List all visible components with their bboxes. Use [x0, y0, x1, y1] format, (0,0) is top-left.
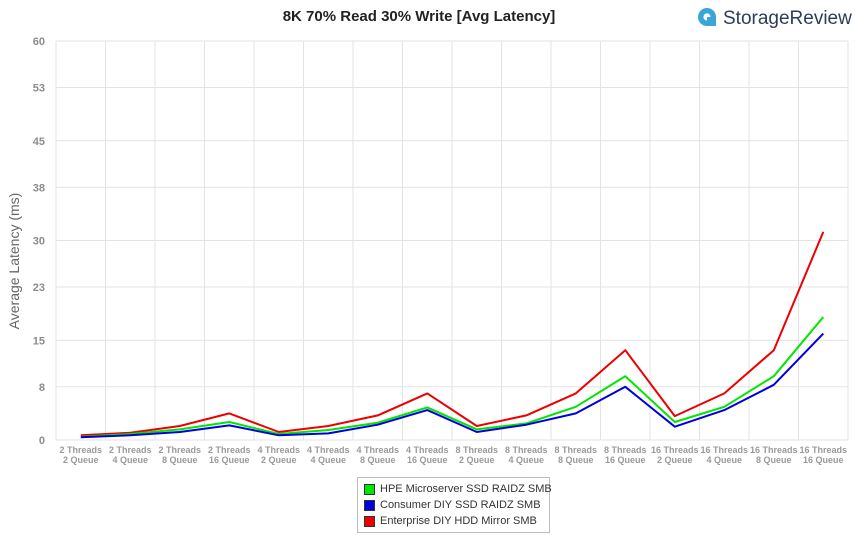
legend-swatch-hpe [364, 483, 375, 495]
series-line-2 [80, 231, 825, 437]
x-tick-label: 4 Threads 4 Queue [307, 445, 350, 465]
brand-name: StorageReview [723, 8, 852, 29]
y-tick-label: 23 [33, 282, 45, 294]
x-tick-label: 2 Threads 2 Queue [59, 445, 102, 465]
series-lines [80, 231, 825, 439]
x-tick-label: 4 Threads 2 Queue [257, 445, 300, 465]
series-line-0 [80, 316, 825, 438]
x-tick-label: 2 Threads 4 Queue [109, 445, 152, 465]
storagereview-logo-icon [698, 8, 716, 26]
legend-label-hpe: HPE Microserver SSD RAIDZ SMB [380, 483, 552, 495]
legend-swatch-consumer [364, 499, 375, 511]
y-tick-label: 8 [39, 382, 45, 394]
chart-title: 8K 70% Read 30% Write [Avg Latency] [283, 8, 556, 25]
legend-item-consumer[interactable]: Consumer DIY SSD RAIDZ SMB [364, 497, 543, 513]
y-tick-label: 60 [33, 36, 45, 48]
y-axis-ticks: 0 8 15 23 30 38 45 53 60 [33, 36, 45, 447]
legend-swatch-enterprise [364, 515, 375, 527]
x-tick-label: 8 Threads 16 Queue [604, 445, 647, 465]
legend-item-hpe[interactable]: HPE Microserver SSD RAIDZ SMB [364, 481, 552, 497]
y-axis-label: Average Latency (ms) [6, 193, 22, 330]
x-tick-label: 2 Threads 16 Queue [208, 445, 251, 465]
x-tick-label: 16 Threads 16 Queue [799, 445, 847, 465]
y-tick-label: 30 [33, 236, 45, 248]
x-tick-label: 16 Threads 2 Queue [651, 445, 699, 465]
x-tick-label: 2 Threads 8 Queue [158, 445, 201, 465]
y-tick-label: 53 [33, 83, 45, 95]
x-tick-label: 8 Threads 4 Queue [505, 445, 548, 465]
x-tick-label: 4 Threads 8 Queue [356, 445, 399, 465]
legend-item-enterprise[interactable]: Enterprise DIY HDD Mirror SMB [364, 513, 543, 529]
y-tick-label: 15 [33, 335, 45, 347]
x-axis-ticks: 2 Threads 2 Queue 2 Threads 4 Queue 2 Thread… [59, 445, 847, 465]
logo: StorageReview [698, 8, 852, 29]
y-tick-label: 45 [33, 136, 45, 148]
legend-label-consumer: Consumer DIY SSD RAIDZ SMB [380, 499, 541, 511]
x-tick-label: 8 Threads 8 Queue [554, 445, 597, 465]
y-tick-label: 38 [33, 182, 45, 194]
grid [55, 40, 849, 441]
series-line-1 [80, 332, 825, 439]
legend-label-enterprise: Enterprise DIY HDD Mirror SMB [380, 515, 537, 527]
legend: HPE Microserver SSD RAIDZ SMB Consumer D… [357, 477, 552, 533]
x-tick-label: 8 Threads 2 Queue [455, 445, 498, 465]
x-tick-label: 16 Threads 4 Queue [700, 445, 748, 465]
x-tick-label: 16 Threads 8 Queue [750, 445, 798, 465]
x-tick-label: 4 Threads 16 Queue [406, 445, 449, 465]
y-tick-label: 0 [39, 435, 45, 447]
